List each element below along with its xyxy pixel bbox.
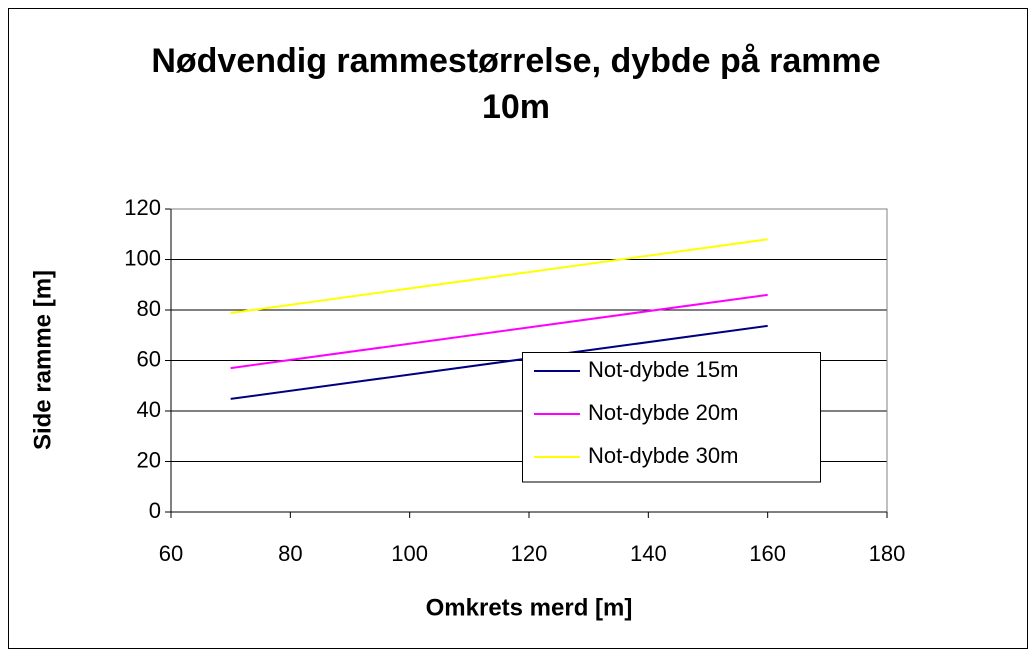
x-tick-label: 140 <box>630 541 667 566</box>
y-tick-label: 20 <box>137 447 161 472</box>
chart-title: Nødvendig rammestørrelse, dybde på ramme… <box>151 42 881 126</box>
y-tick-label: 40 <box>137 397 161 422</box>
y-tick-label: 100 <box>124 245 161 270</box>
y-tick-label: 60 <box>137 346 161 371</box>
x-tick-label: 80 <box>278 541 302 566</box>
series-line <box>230 293 768 370</box>
y-tick-label: 80 <box>137 296 161 321</box>
y-tick-label: 0 <box>149 498 161 523</box>
x-axis-label: Omkrets merd [m] <box>426 594 633 621</box>
x-tick-label: 120 <box>511 541 548 566</box>
series-line <box>230 238 768 315</box>
legend-box <box>522 352 821 483</box>
x-tick-label: 180 <box>869 541 906 566</box>
x-tick-label: 100 <box>391 541 428 566</box>
y-tick-label: 120 <box>124 195 161 220</box>
x-tick-label: 60 <box>159 541 183 566</box>
series-line <box>230 324 768 400</box>
legend-label: Not-dybde 30m <box>588 443 738 468</box>
legend-label: Not-dybde 15m <box>588 357 738 382</box>
legend-label: Not-dybde 20m <box>588 400 738 425</box>
x-tick-label: 160 <box>749 541 786 566</box>
y-axis-label: Side ramme [m] <box>29 270 56 450</box>
